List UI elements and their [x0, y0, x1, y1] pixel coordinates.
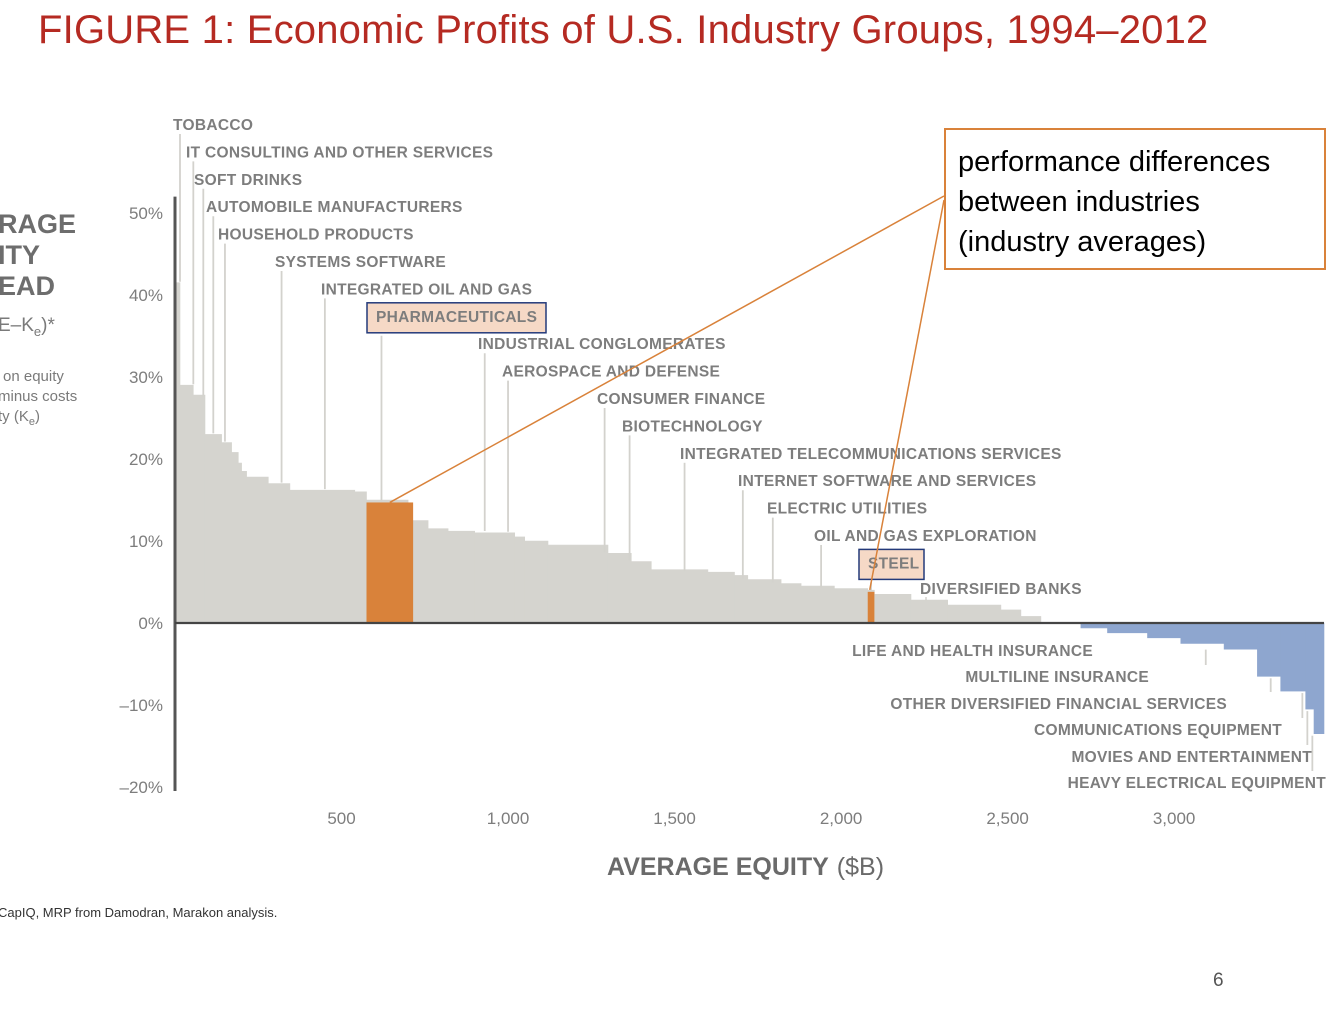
industry-label: PHARMACEUTICALS	[376, 309, 537, 326]
y-axis-title: RAGE ITY EAD E–Ke)* on equity minus cost…	[0, 209, 77, 428]
y-desc-line-3: ty (Ke)	[0, 408, 40, 428]
y-title-line-2: ITY	[0, 240, 40, 270]
industry-label: INDUSTRIAL CONGLOMERATES	[478, 336, 726, 353]
highlight-bar-steel	[867, 591, 875, 623]
x-tick-label: 1,000	[487, 809, 530, 828]
y-title-line-3: EAD	[0, 271, 55, 301]
industry-label: OTHER DIVERSIFIED FINANCIAL SERVICES	[890, 696, 1227, 713]
page-number: 6	[1213, 970, 1224, 991]
industry-label: COMMUNICATIONS EQUIPMENT	[1034, 722, 1282, 739]
callout-line-1: performance differences	[958, 146, 1271, 178]
x-tick-label: 500	[327, 809, 355, 828]
industry-label: HOUSEHOLD PRODUCTS	[218, 227, 414, 244]
x-tick-label: 3,000	[1153, 809, 1196, 828]
callout-leader-pharma	[389, 195, 945, 504]
y-desc-line-1: on equity	[3, 368, 64, 385]
industry-label: LIFE AND HEALTH INSURANCE	[852, 643, 1093, 660]
industry-label: SYSTEMS SOFTWARE	[275, 254, 446, 271]
x-axis-title: AVERAGE EQUITY ($B)	[607, 853, 884, 881]
industry-label: CONSUMER FINANCE	[597, 391, 765, 408]
industry-label: INTERNET SOFTWARE AND SERVICES	[738, 473, 1036, 490]
callout-line-2: between industries	[958, 186, 1200, 219]
y-tick-label: –20%	[120, 778, 163, 797]
industry-label: AUTOMOBILE MANUFACTURERS	[206, 199, 463, 216]
highlight-label-box	[366, 302, 547, 334]
y-desc-line-2: minus costs	[0, 388, 77, 405]
highlight-bar-pharmaceuticals	[366, 502, 414, 623]
callout-line-3: (industry averages)	[958, 226, 1207, 259]
y-tick-label: 30%	[129, 368, 163, 387]
y-tick-label: 0%	[138, 614, 163, 633]
industry-label: SOFT DRINKS	[194, 172, 302, 189]
x-tick-label: 1,500	[653, 809, 696, 828]
industry-label: MULTILINE INSURANCE	[965, 669, 1149, 686]
y-tick-label: 20%	[129, 450, 163, 469]
negative-profit-area	[1080, 622, 1325, 734]
industry-label: INTEGRATED OIL AND GAS	[321, 281, 532, 298]
industry-label: AEROSPACE AND DEFENSE	[502, 364, 720, 381]
y-tick-label: 10%	[129, 532, 163, 551]
industry-label: TOBACCO	[173, 117, 253, 134]
industry-label: MOVIES AND ENTERTAINMENT	[1071, 749, 1312, 766]
y-tick-label: 50%	[129, 204, 163, 223]
highlight-label-box	[858, 548, 925, 581]
callout-box: performance differences between industri…	[944, 128, 1326, 270]
y-title-formula: E–Ke)*	[0, 315, 55, 339]
callout-leader-steel	[868, 199, 945, 590]
y-title-line-1: RAGE	[0, 209, 76, 239]
industry-label: STEEL	[868, 555, 919, 572]
y-tick-label: –10%	[120, 696, 163, 715]
x-tick-label: 2,500	[986, 809, 1029, 828]
source-note: CapIQ, MRP from Damodran, Marakon analys…	[0, 905, 278, 920]
x-tick-label: 2,000	[820, 809, 863, 828]
y-tick-label: 40%	[129, 286, 163, 305]
industry-label: ELECTRIC UTILITIES	[767, 501, 927, 518]
industry-label: BIOTECHNOLOGY	[622, 418, 763, 435]
industry-label: OIL AND GAS EXPLORATION	[814, 528, 1037, 545]
industry-label: IT CONSULTING AND OTHER SERVICES	[186, 144, 493, 161]
industry-label: INTEGRATED TELECOMMUNICATIONS SERVICES	[680, 446, 1062, 463]
slide-title: FIGURE 1: Economic Profits of U.S. Indus…	[38, 8, 1209, 52]
industry-label: HEAVY ELECTRICAL EQUIPMENT	[1068, 775, 1327, 792]
industry-label: DIVERSIFIED BANKS	[920, 581, 1082, 598]
